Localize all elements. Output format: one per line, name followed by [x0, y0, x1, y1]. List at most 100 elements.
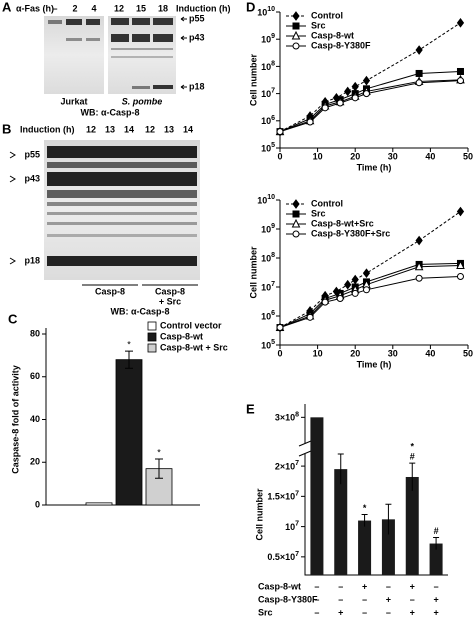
condition-sign: +	[410, 581, 415, 591]
legend-label: Control	[311, 198, 343, 208]
panel-label: D	[246, 0, 255, 14]
error-bar	[385, 503, 392, 535]
condition-sign: –	[338, 594, 343, 604]
x-tick-label: 40	[425, 151, 435, 161]
panel-label: B	[2, 121, 11, 136]
y-tick-label: 105	[261, 339, 275, 351]
y-tick-label: 109	[261, 223, 275, 235]
point	[336, 295, 344, 303]
error-bar	[361, 514, 368, 527]
significance: *	[157, 447, 161, 457]
point	[415, 79, 423, 87]
axis	[279, 200, 468, 346]
point	[415, 45, 423, 55]
group-label: Casp-8	[95, 286, 125, 296]
condition-sign: –	[338, 581, 343, 591]
x-tick-label: 40	[425, 348, 435, 358]
legend-label: Casp-8-wt	[160, 331, 203, 341]
x-axis-label: Time (h)	[357, 359, 392, 369]
y-tick-label: 109	[261, 33, 275, 45]
y-tick-label: 80	[30, 328, 40, 338]
point	[415, 274, 423, 282]
lane-label: 12	[145, 124, 155, 134]
series-line	[279, 276, 461, 329]
y-tick-label: 1010	[257, 6, 275, 18]
blot	[44, 16, 104, 94]
blot-label: WB: α-Casp-8	[110, 306, 169, 316]
y-axis-label: Caspase-8 fold of activity	[10, 365, 20, 474]
point	[456, 67, 464, 75]
y-axis-label: Cell number	[248, 54, 258, 107]
significance: #	[434, 526, 439, 536]
x-axis-label: Time (h)	[357, 162, 392, 172]
legend-marker	[292, 11, 300, 21]
panel-label: A	[2, 0, 12, 14]
x-tick-label: 30	[388, 151, 398, 161]
point	[351, 81, 359, 92]
x-tick-label: 30	[388, 348, 398, 358]
condition-sign: –	[434, 581, 439, 591]
point	[414, 261, 424, 271]
x-tick-label: 0	[277, 348, 282, 358]
cell-label: Jurkat	[60, 96, 87, 106]
axis-break	[298, 440, 312, 457]
legend-marker	[291, 218, 301, 228]
bar	[358, 520, 372, 575]
bar	[85, 502, 113, 506]
condition-label: Casp-8-Y380F	[258, 594, 318, 604]
point	[456, 206, 465, 217]
legend-marker	[292, 22, 300, 30]
legend-swatch	[147, 343, 157, 353]
condition-sign: –	[410, 594, 415, 604]
point	[456, 260, 465, 270]
significance: *	[127, 339, 131, 349]
legend-label: Casp-8-Y380F+Src	[311, 228, 390, 238]
marker-label: p55	[189, 13, 205, 23]
point	[362, 268, 371, 278]
lane-label: 18	[158, 3, 168, 13]
y-tick-label: 106	[261, 115, 275, 127]
y-tick-label: 1.5×107	[267, 490, 299, 502]
point	[306, 313, 314, 321]
y-tick-label: 105	[261, 142, 275, 154]
condition-sign: +	[338, 607, 343, 617]
point	[456, 273, 464, 281]
y-tick-label: 0.5×107	[267, 551, 299, 563]
bar	[115, 359, 143, 506]
legend-label: Control vector	[160, 320, 222, 330]
lane-header: α-Fas (h)	[16, 3, 54, 13]
legend-marker	[292, 230, 300, 238]
point	[351, 94, 359, 102]
marker-label: p18	[189, 81, 205, 91]
error-bar	[337, 453, 344, 485]
point	[336, 99, 344, 107]
legend-label: Casp-8-wt	[311, 30, 354, 40]
y-tick-label: 107	[261, 281, 275, 293]
condition-label: Src	[258, 607, 273, 617]
lane-header: Induction (h)	[176, 3, 230, 13]
axis	[279, 12, 468, 149]
point	[415, 235, 423, 246]
point	[456, 77, 464, 85]
series-line	[279, 79, 461, 133]
lane-header: Induction (h)	[20, 124, 74, 134]
lane-label: 12	[86, 124, 96, 134]
x-tick-label: 10	[313, 348, 323, 358]
condition-sign: +	[433, 607, 438, 617]
legend-marker	[292, 199, 300, 209]
bar	[145, 468, 173, 506]
bands	[47, 146, 197, 266]
bar	[405, 476, 419, 575]
y-tick-label: 60	[30, 371, 40, 381]
x-tick-label: 50	[463, 151, 473, 161]
marker-arrow	[180, 16, 187, 90]
y-tick-label: 0	[35, 499, 40, 509]
legend-label: Casp-8-Y380F	[311, 40, 371, 50]
point	[321, 104, 329, 112]
significance: *	[410, 441, 414, 451]
group-label: + Src	[159, 296, 181, 306]
point	[321, 298, 329, 306]
point	[276, 324, 284, 332]
condition-sign: +	[362, 581, 367, 591]
y-tick-label: 108	[261, 252, 275, 264]
